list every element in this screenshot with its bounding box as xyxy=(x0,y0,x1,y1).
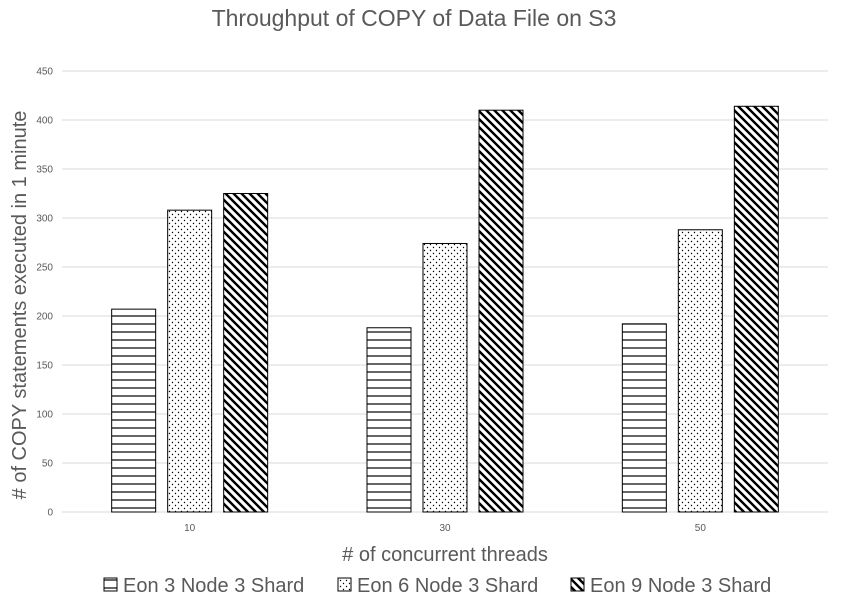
legend-item: Eon 6 Node 3 Shard xyxy=(337,575,538,597)
legend: Eon 3 Node 3 Shard Eon 6 Node 3 Shard Eon … xyxy=(103,575,771,597)
y-tick-label: 250 xyxy=(36,263,53,274)
x-axis-ticks: 10 30 50 xyxy=(184,523,706,534)
y-tick-label: 350 xyxy=(36,165,53,176)
y-tick-label: 150 xyxy=(36,361,53,372)
bar-eon-6-node-3-shard-10 xyxy=(167,209,213,513)
bar-eon-3-node-3-shard-50 xyxy=(621,323,667,513)
bar-eon-3-node-3-shard-10 xyxy=(111,308,157,513)
y-tick-label: 0 xyxy=(47,508,53,519)
x-tick-label: 50 xyxy=(695,523,707,534)
bar-eon-9-node-3-shard-50 xyxy=(733,105,779,513)
legend-label: Eon 3 Node 3 Shard xyxy=(123,575,304,597)
legend-item: Eon 9 Node 3 Shard xyxy=(570,575,771,597)
y-tick-label: 50 xyxy=(42,459,54,470)
y-tick-label: 200 xyxy=(36,312,53,323)
bar-eon-6-node-3-shard-50 xyxy=(677,229,723,513)
bar-eon-6-node-3-shard-30 xyxy=(422,242,468,513)
x-axis-label: # of concurrent threads xyxy=(342,544,548,566)
y-tick-label: 400 xyxy=(36,116,53,127)
bar-eon-9-node-3-shard-30 xyxy=(478,109,524,513)
legend-swatch xyxy=(337,577,352,592)
x-tick-label: 30 xyxy=(439,523,451,534)
bar-eon-9-node-3-shard-10 xyxy=(223,193,269,513)
y-axis-label: # of COPY statements executed in 1 minut… xyxy=(9,111,31,500)
y-axis-ticks: 0 50 100 150 200 250 300 350 400 450 xyxy=(36,67,53,519)
legend-label: Eon 9 Node 3 Shard xyxy=(590,575,771,597)
y-tick-label: 450 xyxy=(36,67,53,78)
x-tick-label: 10 xyxy=(184,523,196,534)
legend-item: Eon 3 Node 3 Shard xyxy=(103,575,304,597)
y-tick-label: 300 xyxy=(36,214,53,225)
legend-swatch xyxy=(103,577,118,592)
bars xyxy=(111,105,779,513)
bar-eon-3-node-3-shard-30 xyxy=(366,327,412,513)
legend-swatch xyxy=(570,577,585,592)
chart-title: Throughput of COPY of Data File on S3 xyxy=(212,5,617,31)
legend-label: Eon 6 Node 3 Shard xyxy=(357,575,538,597)
y-tick-label: 100 xyxy=(36,410,53,421)
